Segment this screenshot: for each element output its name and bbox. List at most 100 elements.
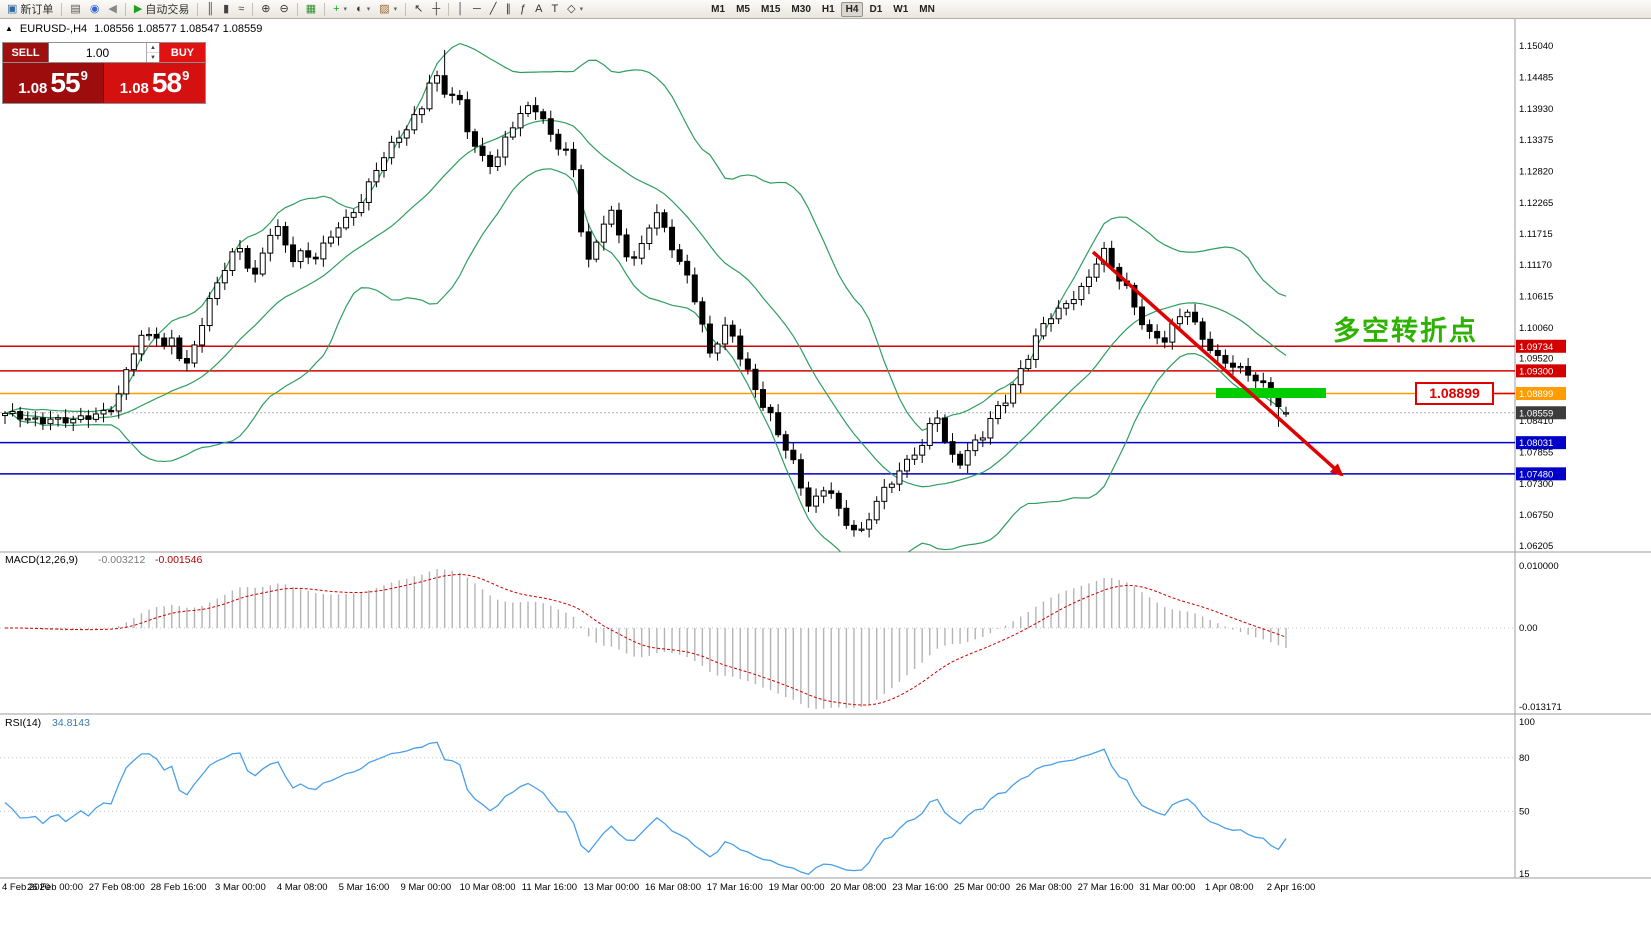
- timeframe-m15-button[interactable]: M15: [756, 2, 785, 17]
- zoom-out-button[interactable]: ⊖: [275, 1, 292, 17]
- svg-text:1.08899: 1.08899: [1519, 389, 1553, 400]
- trendline-icon: ╱: [489, 2, 497, 15]
- buy-button[interactable]: BUY: [159, 43, 205, 62]
- macd-signal-value: -0.001546: [155, 554, 202, 566]
- timeframe-d1-button[interactable]: D1: [864, 2, 887, 17]
- svg-text:0.010000: 0.010000: [1519, 561, 1559, 572]
- rsi-value: 34.8143: [52, 717, 90, 729]
- chart-background: [0, 18, 1651, 942]
- indicators-button[interactable]: + ▾: [329, 1, 351, 17]
- vertical-line-button[interactable]: │: [453, 1, 468, 17]
- shapes-button[interactable]: ◇ ▾: [563, 1, 587, 17]
- volume-control[interactable]: 1.00 ▲ ▼: [49, 43, 159, 62]
- fibonacci-button[interactable]: ƒ: [516, 1, 530, 17]
- price-tag: [1516, 339, 1566, 353]
- time-axis-label: 27 Feb 08:00: [89, 882, 145, 893]
- timeframe-m1-button[interactable]: M1: [706, 2, 730, 17]
- cursor-button[interactable]: ↖: [410, 1, 427, 17]
- timeframe-m5-button[interactable]: M5: [731, 2, 755, 17]
- timeframe-h4-button[interactable]: H4: [840, 1, 864, 17]
- svg-text:1.08031: 1.08031: [1519, 438, 1553, 449]
- time-axis-label: 5 Mar 16:00: [339, 882, 390, 893]
- line-chart-type-icon: ≈: [238, 2, 245, 15]
- price-pane: [0, 42, 1515, 584]
- templates-button[interactable]: ▨ ▾: [375, 1, 401, 17]
- timeframe-mn-button[interactable]: MN: [914, 2, 940, 17]
- svg-text:1.11170: 1.11170: [1519, 260, 1552, 271]
- svg-text:1.09300: 1.09300: [1519, 366, 1553, 377]
- downtrend-arrow[interactable]: [1091, 250, 1344, 477]
- auto-trading-icon: ▶: [133, 2, 143, 15]
- zoom-in-button[interactable]: ⊕: [257, 1, 274, 17]
- pane-frame: [0, 18, 1651, 879]
- macd-main-value: -0.003212: [98, 554, 145, 566]
- horizontal-line-button[interactable]: ─: [469, 1, 485, 17]
- candles: [2, 49, 1290, 538]
- price-tag: [1516, 467, 1566, 481]
- volume-value[interactable]: 1.00: [85, 45, 110, 60]
- bollinger-upper-band[interactable]: [4, 42, 1287, 432]
- svg-text:1.09520: 1.09520: [1519, 353, 1553, 364]
- crosshair-button[interactable]: ┼: [428, 1, 444, 17]
- tile-windows-button[interactable]: ▦: [302, 1, 320, 17]
- price-callout-text: 1.08899: [1429, 385, 1480, 401]
- volume-up-button[interactable]: ▲: [147, 43, 159, 53]
- one-click-panel-toggle-icon[interactable]: ▲: [5, 24, 13, 33]
- text-button[interactable]: A: [531, 1, 546, 17]
- svg-text:1.13930: 1.13930: [1519, 104, 1553, 115]
- time-axis-label: 26 Feb 00:00: [27, 882, 83, 893]
- time-axis-label: 1 Apr 08:00: [1205, 882, 1254, 893]
- vertical-line-icon: │: [457, 2, 465, 15]
- svg-text:1.12265: 1.12265: [1519, 198, 1553, 209]
- time-axis-label: 28 Feb 16:00: [151, 882, 207, 893]
- profiles-button[interactable]: ◉: [86, 1, 104, 17]
- new-order-button[interactable]: ▣ 新订单: [3, 1, 57, 17]
- svg-text:0.00: 0.00: [1519, 623, 1538, 634]
- shapes-icon: ◇: [567, 2, 576, 15]
- sell-button[interactable]: SELL: [3, 43, 49, 62]
- bollinger-middle-band[interactable]: [4, 119, 1287, 488]
- time-axis-label: 4 Feb 2020: [2, 882, 50, 893]
- trendline-button[interactable]: ╱: [486, 1, 501, 17]
- time-axis-label: 13 Mar 00:00: [583, 882, 639, 893]
- sell-quote[interactable]: 1.08 55 9: [3, 63, 104, 103]
- text-label-button[interactable]: T: [547, 1, 562, 17]
- buy-quote-pips: 58: [151, 67, 182, 98]
- bar-chart-type-button[interactable]: ║: [202, 1, 218, 17]
- rsi-line: [4, 741, 1287, 875]
- line-chart-type-button[interactable]: ≈: [234, 1, 248, 17]
- alerts-button[interactable]: ◀: [104, 1, 120, 17]
- time-axis-label: 25 Mar 00:00: [954, 882, 1010, 893]
- charts-button[interactable]: ▤: [66, 1, 84, 17]
- bid-price-tag: [1516, 406, 1566, 420]
- toolbar-separator: [197, 2, 199, 16]
- svg-text:1.08559: 1.08559: [1519, 408, 1553, 419]
- buy-quote[interactable]: 1.08 58 9: [104, 63, 205, 103]
- timeframe-m30-button[interactable]: M30: [786, 2, 815, 17]
- candlestick-chart-type-button[interactable]: ▮: [219, 1, 233, 17]
- toolbar-separator: [448, 2, 450, 16]
- bollinger-lower-band[interactable]: [4, 168, 1287, 584]
- timeframe-h1-button[interactable]: H1: [817, 2, 840, 17]
- toolbar-separator: [405, 2, 407, 16]
- sell-quote-pips: 55: [50, 67, 80, 98]
- auto-trading-button[interactable]: ▶ 自动交易: [130, 1, 193, 17]
- annotation-text[interactable]: 多空转折点: [1333, 315, 1478, 346]
- time-axis-label: 2 Apr 16:00: [1267, 882, 1316, 893]
- periods-button[interactable]: ◐ ▾: [352, 1, 374, 17]
- symbol-title: EURUSD-,H4: [19, 23, 88, 35]
- templates-icon: ▨: [379, 2, 390, 15]
- sell-quote-pipette: 9: [80, 67, 88, 83]
- svg-text:1.14485: 1.14485: [1519, 72, 1553, 83]
- timeframe-group: M1 M5 M15 M30 H1 H4 D1 W1 MN: [706, 1, 940, 17]
- rsi-pane: RSI(14) 34.8143 100 80 50 15: [0, 717, 1535, 880]
- time-axis-label: 3 Mar 00:00: [215, 882, 266, 893]
- volume-down-button[interactable]: ▼: [150, 54, 156, 61]
- highlight-zone-rect[interactable]: [1216, 388, 1326, 398]
- channel-button[interactable]: ∥: [501, 1, 515, 17]
- buy-quote-base: 1.08: [119, 79, 149, 97]
- trade-panel-controls-row: SELL 1.00 ▲ ▼ BUY: [3, 43, 205, 63]
- timeframe-w1-button[interactable]: W1: [888, 2, 913, 17]
- svg-text:1.09734: 1.09734: [1519, 342, 1553, 353]
- auto-trading-button-label: 自动交易: [145, 4, 190, 16]
